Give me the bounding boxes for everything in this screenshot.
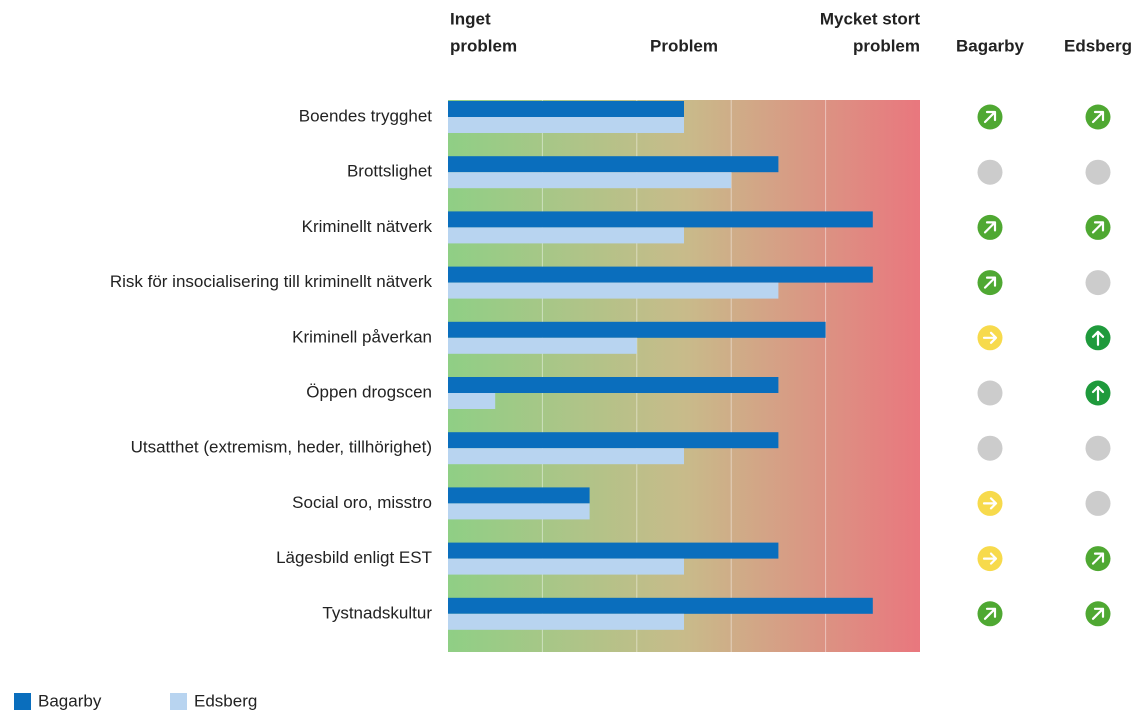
bar: [448, 266, 873, 283]
trend-icon: [1085, 435, 1111, 461]
bar: [448, 542, 779, 559]
bar: [448, 393, 496, 409]
trend-icon: [977, 270, 1003, 296]
trend-circle: [977, 380, 1003, 406]
arrow: [983, 607, 997, 620]
trend-icon: [977, 435, 1003, 461]
trend-icon: [977, 104, 1003, 130]
scale-label: Problem: [650, 36, 718, 55]
legend-swatch: [170, 693, 187, 710]
trend-icon: [977, 159, 1003, 185]
arrow: [1091, 607, 1105, 620]
trend-icon: [1085, 380, 1111, 406]
bar: [448, 487, 590, 504]
trend-column-header: Edsberg: [1064, 36, 1132, 55]
trend-icon: [1085, 546, 1111, 572]
bar: [448, 377, 779, 393]
bar: [448, 117, 684, 133]
trend-icon: [1085, 490, 1111, 516]
bar: [448, 227, 684, 244]
trend-icon: [977, 380, 1003, 406]
category-label: Kriminell påverkan: [292, 327, 432, 346]
category-label: Utsatthet (extremism, heder, tillhörighe…: [131, 438, 432, 457]
category-label: Kriminellt nätverk: [302, 217, 433, 236]
scale-label: problem: [450, 36, 517, 55]
trend-icon: [1085, 325, 1111, 351]
arrow: [1091, 330, 1105, 346]
arrow: [982, 331, 998, 344]
legend-label: Bagarby: [38, 691, 102, 710]
trend-icon: [1085, 159, 1111, 185]
legend-label: Edsberg: [194, 691, 257, 710]
arrow: [1091, 110, 1105, 124]
trend-icon: [977, 214, 1003, 240]
category-label: Tystnadskultur: [322, 603, 432, 622]
trend-circle: [977, 435, 1003, 461]
trend-icon: [977, 546, 1003, 572]
category-label: Brottslighet: [347, 162, 432, 181]
bar: [448, 282, 779, 299]
bar: [448, 558, 684, 575]
scale-label: Inget: [450, 9, 491, 28]
bar: [448, 613, 684, 630]
category-label: Öppen drogscen: [306, 382, 432, 401]
trend-icon: [1085, 270, 1111, 296]
bar: [448, 211, 873, 228]
bar: [448, 337, 637, 354]
trend-circle: [1085, 270, 1111, 296]
scale-label: Mycket stort: [820, 9, 920, 28]
legend-swatch: [14, 693, 31, 710]
arrow: [983, 276, 997, 289]
arrow: [982, 552, 998, 565]
bar: [448, 503, 590, 520]
scale-label: problem: [853, 36, 920, 55]
trend-icon: [1085, 214, 1111, 240]
trend-icon: [1085, 104, 1111, 130]
bar: [448, 156, 779, 173]
trend-icon: [977, 490, 1003, 516]
arrow: [982, 497, 998, 510]
category-label: Boendes trygghet: [299, 106, 433, 125]
arrow: [983, 110, 997, 124]
arrow: [1091, 221, 1105, 234]
trend-circle: [1085, 435, 1111, 461]
category-label: Risk för insocialisering till kriminellt…: [110, 272, 433, 291]
trend-circle: [977, 159, 1003, 185]
bar: [448, 101, 684, 117]
bar: [448, 448, 684, 465]
bar: [448, 432, 779, 449]
trend-icon: [977, 325, 1003, 351]
trend-column-header: Bagarby: [956, 36, 1025, 55]
category-label: Lägesbild enligt EST: [276, 548, 432, 567]
arrow: [1091, 552, 1105, 565]
bar: [448, 172, 732, 189]
arrow: [983, 221, 997, 234]
arrow: [1091, 385, 1105, 402]
trend-circle: [1085, 159, 1111, 185]
trend-icon: [1085, 601, 1111, 627]
trend-circle: [1085, 490, 1111, 516]
category-label: Social oro, misstro: [292, 493, 432, 512]
bar: [448, 597, 873, 614]
trend-icon: [977, 601, 1003, 627]
bar: [448, 321, 826, 338]
